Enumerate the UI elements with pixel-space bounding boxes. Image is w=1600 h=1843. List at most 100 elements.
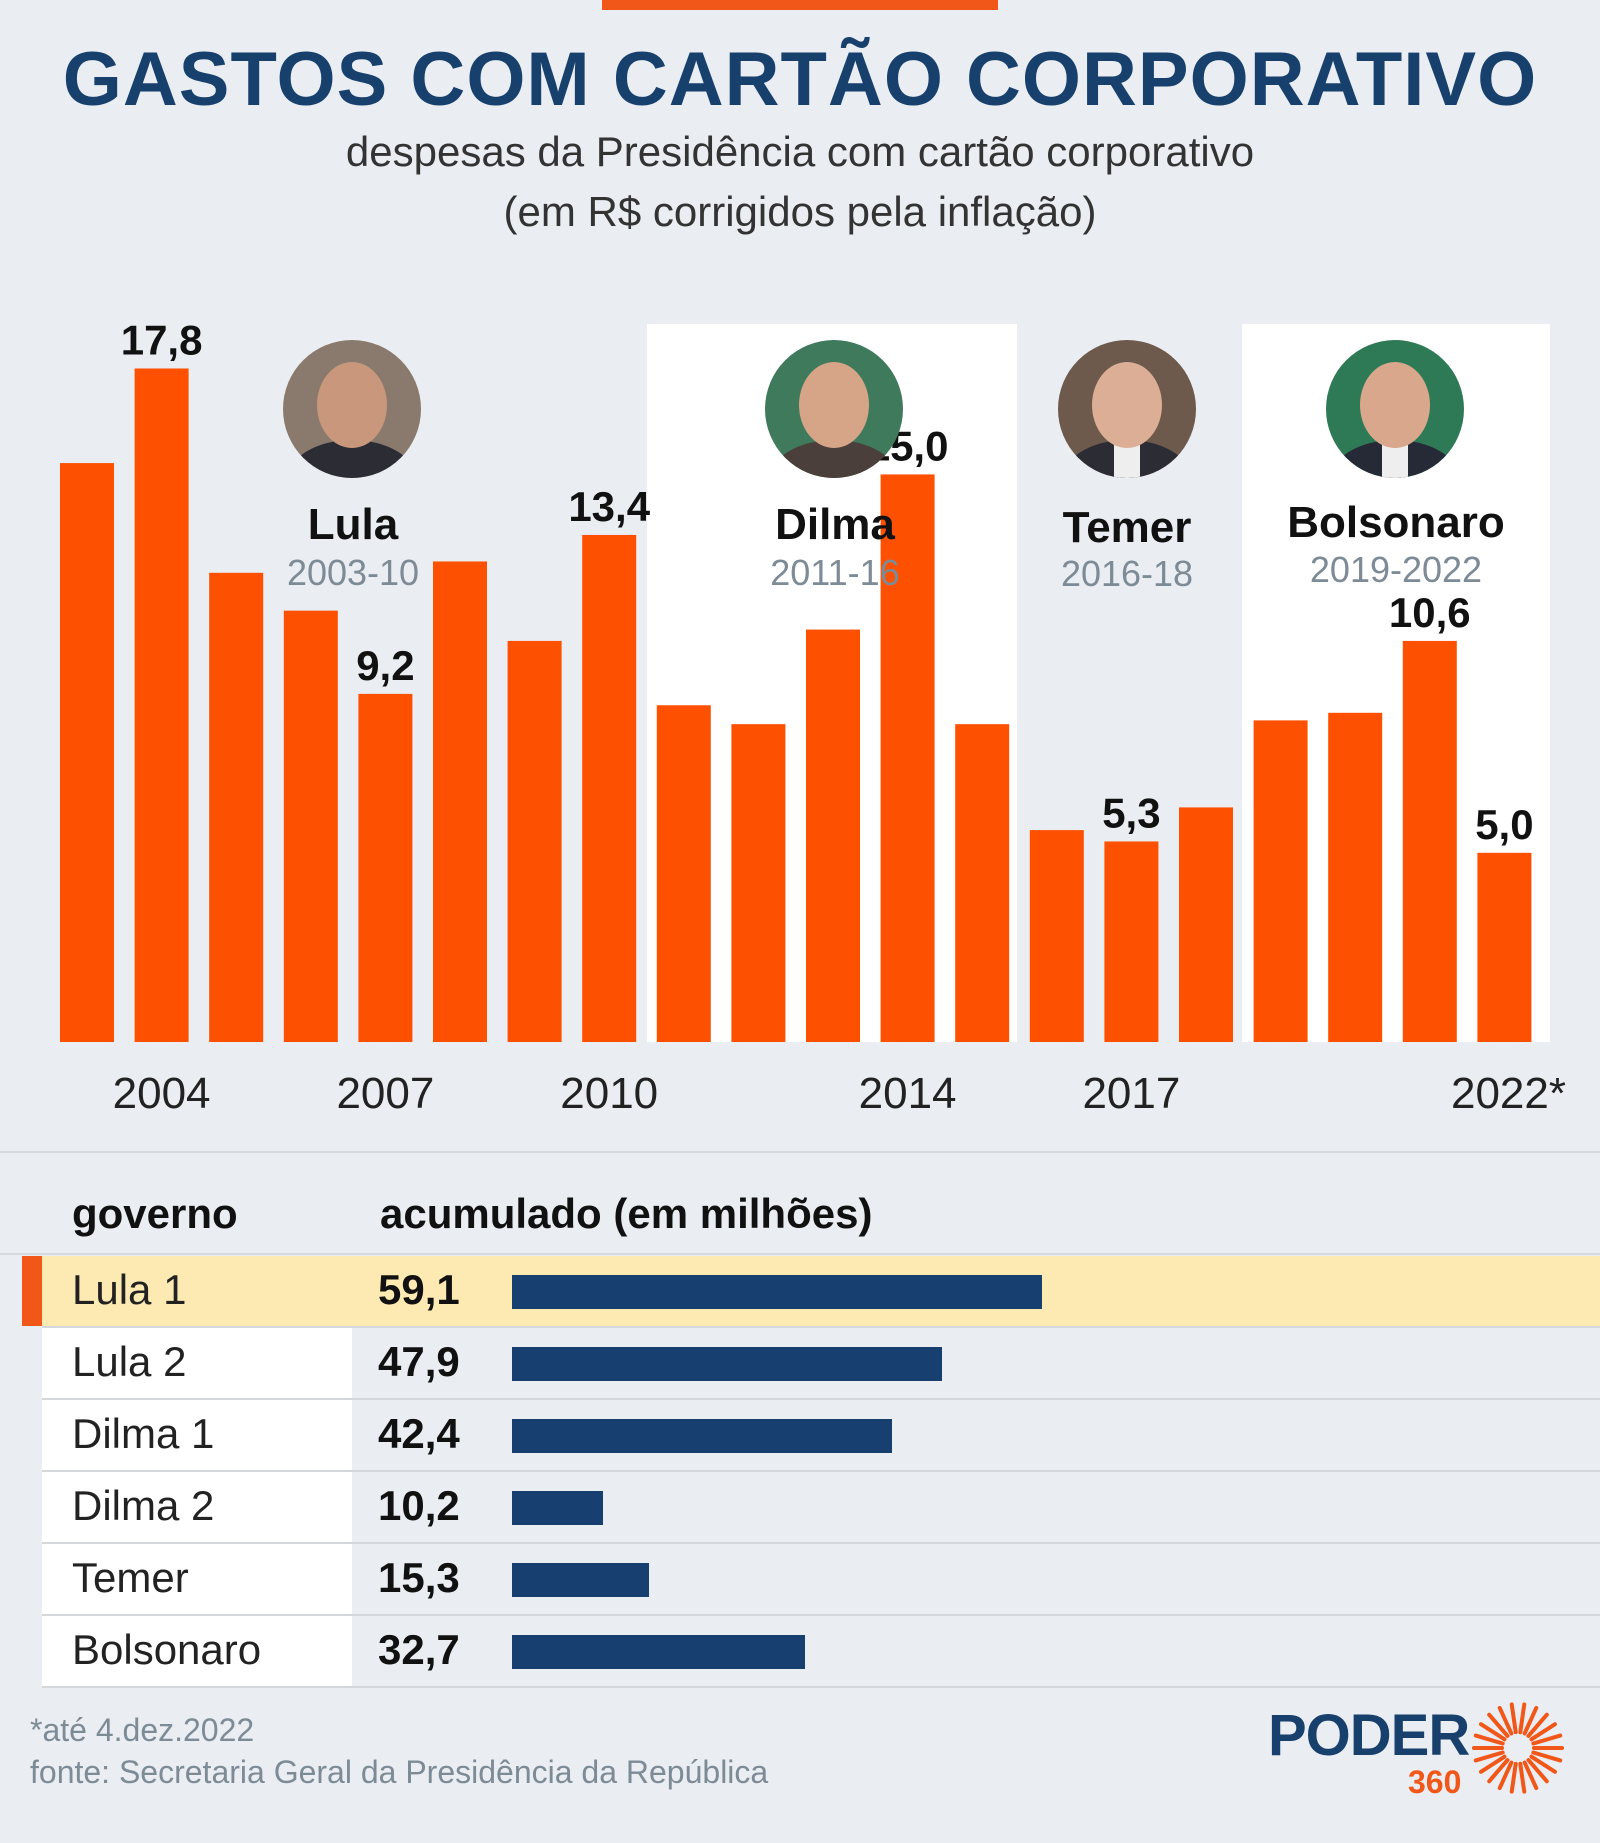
- cumulative-bar: [512, 1275, 1042, 1309]
- sunburst-ray: [1518, 1702, 1527, 1735]
- sunburst-ray: [1473, 1750, 1505, 1763]
- row-divider: [42, 1542, 1600, 1544]
- president-name-lula: Lula: [307, 500, 399, 549]
- row-divider: [42, 1470, 1600, 1472]
- section-divider: [0, 1151, 1600, 1153]
- table-header-divider: [0, 1253, 1600, 1255]
- data-label-2022: 5,0: [1475, 801, 1533, 848]
- bar-2006: [283, 610, 338, 1042]
- x-tick-2014: 2014: [859, 1069, 957, 1118]
- sunburst-rays: [1472, 1702, 1564, 1794]
- sunburst-ray: [1497, 1760, 1514, 1791]
- president-name-dilma: Dilma: [775, 500, 895, 549]
- cumulative-bar: [512, 1419, 893, 1453]
- bolsonaro-portrait-face: [1360, 362, 1430, 448]
- bar-2021: [1402, 640, 1457, 1042]
- data-label-2017: 5,3: [1102, 789, 1160, 836]
- bar-2007: [358, 693, 413, 1042]
- chart-title: GASTOS COM CARTÃO CORPORATIVO: [62, 37, 1538, 122]
- row-name-cell: [42, 1616, 352, 1686]
- footnote: *até 4.dez.2022: [30, 1712, 255, 1748]
- bar-2015: [955, 724, 1010, 1042]
- bar-2011: [656, 705, 711, 1042]
- cumulative-bar: [512, 1563, 650, 1597]
- table-row: Lula 1 59,1: [42, 1256, 1600, 1328]
- row-name-cell: [42, 1256, 352, 1326]
- president-years-lula: 2003-10: [286, 552, 420, 593]
- table-row: Bolsonaro 32,7: [42, 1616, 1600, 1688]
- sunburst-ray: [1531, 1750, 1563, 1763]
- president-years-dilma: 2011-16: [770, 552, 900, 593]
- x-tick-2004: 2004: [113, 1069, 211, 1118]
- sunburst-ray: [1509, 1761, 1518, 1794]
- table-row: Lula 2 47,9: [42, 1328, 1600, 1400]
- cumulative-bar: [512, 1491, 604, 1525]
- row-label: Temer: [72, 1554, 189, 1601]
- president-name-temer: Temer: [1062, 503, 1192, 552]
- x-tick-2007: 2007: [336, 1069, 434, 1118]
- bar-2018: [1179, 807, 1233, 1042]
- bar-2008: [433, 561, 487, 1042]
- sunburst-ray: [1478, 1722, 1507, 1742]
- bar-series: [60, 368, 1532, 1043]
- row-name-cell: [42, 1544, 352, 1614]
- row-label: Dilma 1: [72, 1410, 215, 1457]
- bar-2019: [1253, 720, 1308, 1042]
- cumulative-bar: [512, 1347, 942, 1381]
- sunburst-ray: [1529, 1722, 1558, 1742]
- row-value: 10,2: [378, 1482, 460, 1529]
- bar-2014: [880, 474, 935, 1042]
- cumulative-bar: [512, 1635, 806, 1669]
- bar-2004: [134, 368, 189, 1043]
- president-name-bolsonaro: Bolsonaro: [1287, 498, 1505, 547]
- row-value: 15,3: [378, 1554, 460, 1601]
- sunburst-ray: [1522, 1705, 1539, 1736]
- bar-2016: [1029, 830, 1084, 1042]
- chart-subtitle-units: (em R$ corrigidos pela inflação): [503, 188, 1097, 235]
- sunburst-ray: [1531, 1733, 1563, 1746]
- bolsonaro-portrait: [1326, 340, 1464, 478]
- row-value: 42,4: [378, 1410, 460, 1457]
- row-divider: [42, 1614, 1600, 1616]
- president-years-temer: 2016-18: [1060, 553, 1194, 594]
- bar-2017: [1104, 841, 1159, 1042]
- row-divider: [42, 1326, 1600, 1328]
- sunburst-ray: [1522, 1760, 1539, 1791]
- table-row: Dilma 1 42,4: [42, 1400, 1600, 1472]
- president-years-bolsonaro: 2019-2022: [1309, 549, 1483, 590]
- row-name-cell: [42, 1328, 352, 1398]
- x-tick-2010: 2010: [560, 1069, 658, 1118]
- dilma-portrait: [765, 340, 903, 478]
- sunburst-logo-icon: [1472, 1702, 1564, 1794]
- bar-2003: [60, 463, 114, 1043]
- lula-portrait: [283, 340, 421, 478]
- lula-portrait-face: [317, 362, 387, 448]
- temer-portrait: [1058, 340, 1196, 478]
- logo-wordmark: PODER: [1268, 1703, 1470, 1768]
- table-row: Temer 15,3: [42, 1544, 1600, 1616]
- column-header-governo: governo: [72, 1190, 238, 1237]
- bar-2012: [731, 724, 786, 1042]
- row-value: 32,7: [378, 1626, 460, 1673]
- row-name-cell: [42, 1400, 352, 1470]
- row-value: 47,9: [378, 1338, 460, 1385]
- sunburst-ray: [1487, 1712, 1510, 1738]
- top-accent-bar: [602, 0, 998, 10]
- chart-subtitle: despesas da Presidência com cartão corpo…: [345, 128, 1255, 175]
- table-row: Dilma 2 10,2: [42, 1472, 1600, 1544]
- temer-portrait-face: [1092, 362, 1162, 448]
- row-label: Dilma 2: [72, 1482, 215, 1529]
- data-label-2021: 10,6: [1389, 589, 1471, 636]
- sunburst-ray: [1478, 1754, 1507, 1774]
- row-label: Bolsonaro: [72, 1626, 262, 1673]
- x-axis-ticks: 2004 2007 2010 2014 2017 2022*: [113, 1069, 1566, 1118]
- row-label: Lula 1: [72, 1266, 187, 1313]
- sunburst-ray: [1487, 1758, 1510, 1784]
- x-tick-2022: 2022*: [1451, 1069, 1566, 1118]
- sunburst-ray: [1518, 1761, 1527, 1794]
- data-label-2010: 13,4: [568, 483, 650, 530]
- highlight-marker: [22, 1256, 42, 1326]
- data-label-2004: 17,8: [121, 316, 203, 363]
- row-label: Lula 2: [72, 1338, 187, 1385]
- dilma-portrait-face: [799, 362, 869, 448]
